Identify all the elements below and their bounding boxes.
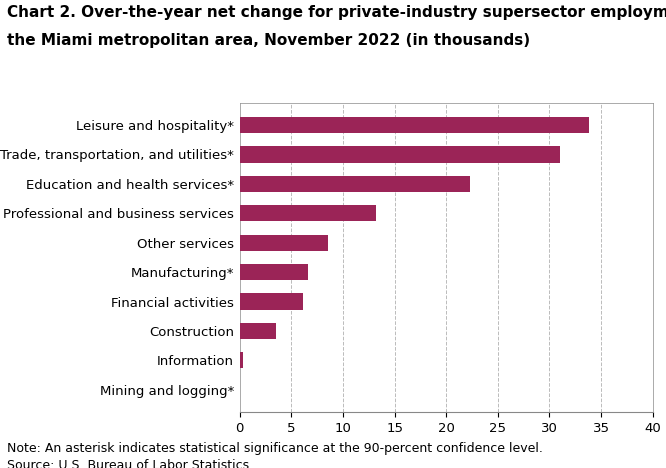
Bar — [240, 234, 328, 251]
Bar — [240, 117, 589, 133]
Bar — [240, 264, 308, 280]
Bar — [240, 146, 559, 162]
Bar — [240, 293, 303, 310]
Bar — [240, 352, 243, 368]
Text: Chart 2. Over-the-year net change for private-industry supersector employment in: Chart 2. Over-the-year net change for pr… — [7, 5, 666, 20]
Bar — [240, 205, 376, 221]
Text: the Miami metropolitan area, November 2022 (in thousands): the Miami metropolitan area, November 20… — [7, 33, 529, 48]
Text: Source: U.S. Bureau of Labor Statistics.: Source: U.S. Bureau of Labor Statistics. — [7, 459, 253, 468]
Text: Note: An asterisk indicates statistical significance at the 90-percent confidenc: Note: An asterisk indicates statistical … — [7, 442, 543, 455]
Bar — [240, 323, 276, 339]
Bar — [240, 176, 470, 192]
